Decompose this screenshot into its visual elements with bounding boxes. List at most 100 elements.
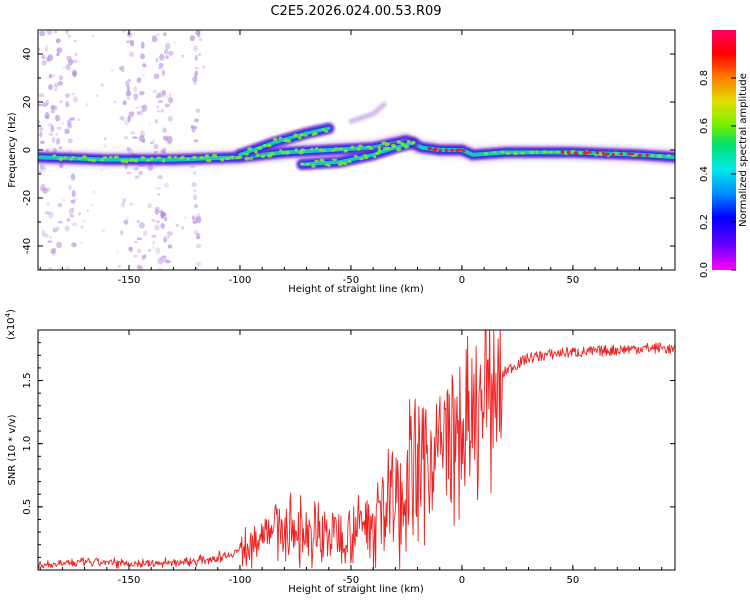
ridge-blob	[299, 133, 305, 137]
noise-speck	[125, 40, 130, 44]
noise-speck	[56, 126, 62, 130]
ridge-blob	[586, 150, 592, 154]
noise-speck	[195, 232, 201, 240]
ridge-blob	[628, 152, 635, 156]
noise-speck	[125, 80, 130, 87]
noise-speck	[110, 68, 114, 72]
noise-speck	[164, 103, 170, 108]
ridge-blob	[52, 154, 57, 158]
noise-speck	[72, 69, 76, 73]
noise-speck	[128, 111, 135, 116]
noise-speck	[50, 105, 55, 111]
noise-speck	[38, 93, 45, 98]
noise-speck	[67, 59, 74, 66]
noise-speck	[157, 267, 163, 270]
noise-speck	[66, 217, 70, 222]
noise-speck	[119, 230, 123, 234]
noise-speck	[52, 227, 58, 233]
ridge-blob	[257, 146, 263, 150]
noise-speck	[142, 63, 147, 68]
noise-speck	[44, 45, 49, 53]
ridge-blob	[343, 148, 348, 153]
ridge-blob	[206, 158, 212, 163]
noise-speck	[67, 34, 71, 38]
noise-speck	[92, 190, 96, 194]
noise-speck	[58, 75, 64, 81]
ridge-blob	[123, 159, 129, 164]
noise-speck	[122, 100, 127, 106]
ridge-blob	[338, 147, 344, 150]
ridge-blob	[199, 155, 204, 160]
noise-speck	[57, 81, 64, 86]
noise-speck	[165, 96, 169, 100]
noise-speck	[123, 219, 129, 225]
ridge-blob	[347, 160, 352, 163]
noise-speck	[40, 163, 44, 171]
colorbar-tick-label: 0.2	[699, 214, 710, 230]
ridge-blob	[186, 157, 190, 161]
ridge-blob	[310, 147, 314, 151]
x-tick-label: 0	[459, 575, 465, 586]
noise-speck	[160, 108, 165, 113]
x-tick-label: -50	[343, 575, 359, 586]
noise-speck	[194, 69, 199, 77]
noise-speck	[39, 131, 43, 138]
noise-speck	[56, 225, 60, 231]
noise-speck	[133, 86, 138, 92]
noise-speck	[195, 243, 202, 249]
ridge-blob	[313, 131, 318, 136]
noise-speck	[194, 67, 200, 70]
snr-frame	[37, 329, 676, 571]
ridge-blob	[322, 149, 327, 152]
ridge-blob	[145, 159, 151, 162]
noise-speck	[169, 260, 173, 264]
ridge-blob	[500, 150, 505, 154]
noise-speck	[133, 254, 138, 258]
noise-speck	[153, 143, 159, 150]
ridge-blob	[342, 161, 348, 165]
ridge-blob	[211, 153, 218, 158]
ridge-blob	[247, 157, 254, 160]
noise-speck	[64, 128, 70, 135]
noise-speck	[132, 136, 138, 139]
x-tick-label: -100	[229, 275, 252, 286]
ridge-blob	[327, 163, 331, 167]
noise-speck	[80, 225, 84, 229]
noise-speck	[193, 203, 198, 209]
noise-speck	[193, 45, 199, 52]
ridge-lower	[300, 141, 415, 167]
ridge-blob	[140, 156, 146, 160]
noise-speck	[48, 235, 53, 239]
noise-speck	[165, 55, 169, 59]
noise-speck	[44, 211, 50, 215]
ridge-blob	[69, 157, 73, 161]
noise-speck	[122, 30, 126, 33]
ridge-blob	[555, 150, 561, 154]
ridge-blob	[128, 158, 135, 163]
noise-speck	[122, 198, 126, 203]
ridge-blob	[637, 153, 643, 157]
ridge-blob	[427, 147, 432, 151]
noise-speck	[126, 85, 130, 92]
ridge-blob	[272, 137, 278, 142]
ridge-blob	[358, 144, 363, 148]
noise-speck	[72, 72, 77, 78]
colorbar-label: Normalized spectral amplitude	[738, 73, 749, 227]
noise-speck	[128, 39, 132, 43]
ridge-blob	[444, 148, 449, 153]
noise-speck	[136, 237, 143, 241]
noise-speck	[133, 167, 139, 171]
noise-speck	[166, 135, 173, 144]
ridge-blob	[279, 149, 283, 153]
ridge-blob	[156, 156, 162, 160]
ridge-blob	[247, 147, 253, 151]
noise-speck	[65, 101, 70, 108]
ridge-blob	[150, 156, 154, 161]
noise-speck	[157, 257, 164, 265]
noise-speck	[156, 92, 162, 99]
noise-speck	[128, 51, 135, 57]
noise-speck	[127, 114, 131, 122]
noise-speck	[42, 165, 47, 173]
noise-speck	[79, 241, 83, 245]
noise-speck	[41, 229, 46, 237]
